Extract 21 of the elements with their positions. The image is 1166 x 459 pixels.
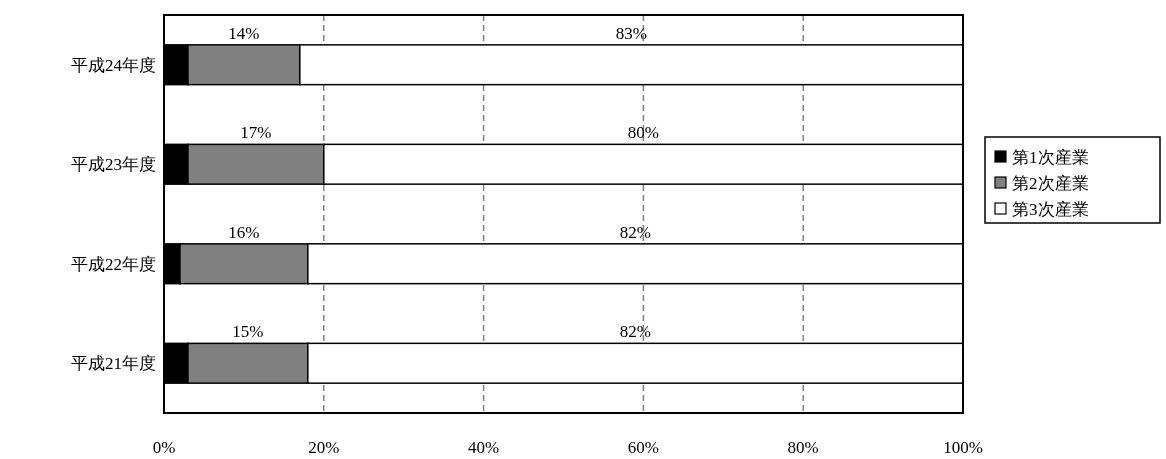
data-label: 80%	[627, 123, 659, 143]
legend-label: 第3次産業	[1012, 200, 1089, 219]
data-label: 14%	[228, 23, 260, 43]
legend-label: 第2次産業	[1012, 174, 1089, 193]
data-label: 82%	[619, 322, 651, 342]
y-tick-label: 平成24年度	[71, 55, 156, 75]
y-tick-label: 平成22年度	[71, 254, 156, 274]
y-tick-label: 平成23年度	[71, 155, 156, 175]
data-label: 15%	[232, 322, 264, 342]
data-label: 83%	[615, 23, 647, 43]
x-tick-label: 40%	[468, 438, 500, 457]
x-tick-label: 0%	[152, 438, 176, 457]
data-label: 82%	[619, 222, 651, 242]
x-tick-label: 100%	[943, 438, 983, 457]
legend-label: 第1次産業	[1012, 148, 1089, 167]
x-tick-label: 80%	[787, 438, 819, 457]
data-label: 16%	[228, 222, 260, 242]
x-tick-label: 20%	[308, 438, 340, 457]
x-tick-label: 60%	[627, 438, 659, 457]
y-tick-label: 平成21年度	[71, 354, 156, 374]
data-label: 17%	[240, 123, 272, 143]
